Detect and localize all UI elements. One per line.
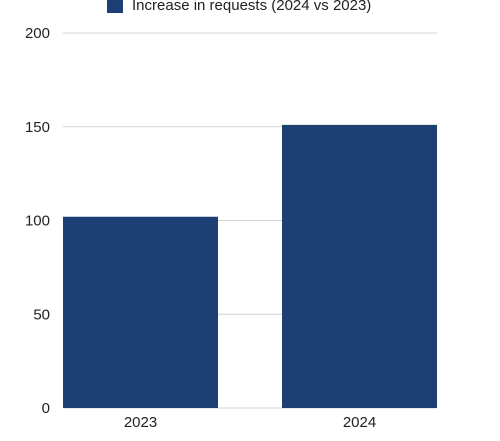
x-tick-label-2023: 2023 [124,414,157,431]
y-axis-tick-labels: 0 50 100 150 200 [25,25,50,417]
bar-2023 [63,216,218,408]
legend-label: Increase in requests (2024 vs 2023) [132,0,371,14]
bar-2024 [282,124,437,408]
y-tick-label: 200 [25,25,50,42]
y-tick-label: 0 [42,400,50,417]
legend-swatch [107,0,123,13]
x-axis-tick-labels: 2023 2024 [124,414,376,431]
bars [63,124,437,408]
x-tick-label-2024: 2024 [343,414,376,431]
y-tick-label: 50 [33,306,50,323]
y-tick-label: 150 [25,119,50,136]
y-tick-label: 100 [25,213,50,230]
legend: Increase in requests (2024 vs 2023) [107,0,371,14]
